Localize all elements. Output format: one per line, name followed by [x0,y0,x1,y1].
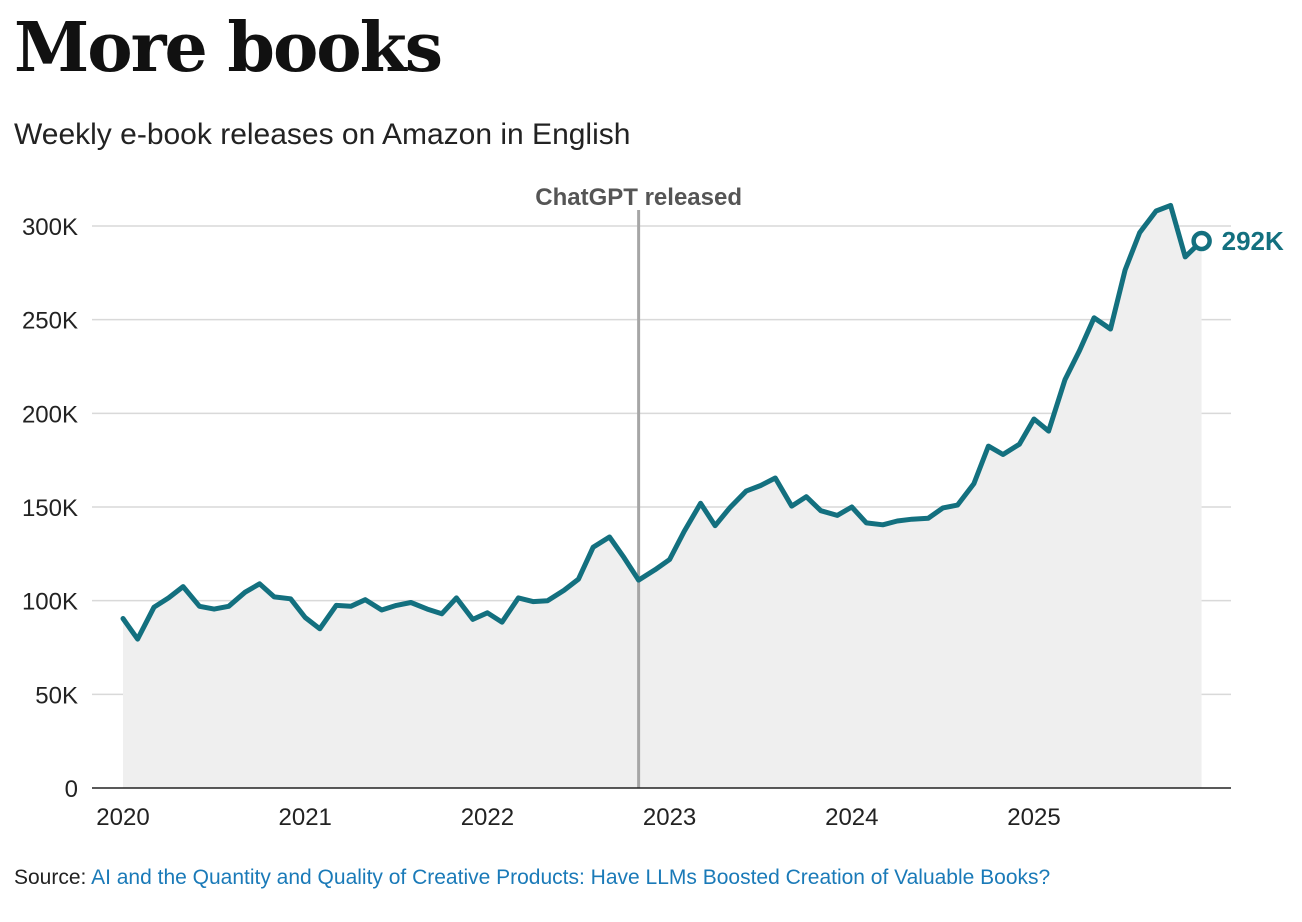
data-line [120,202,1205,642]
area-fill [123,205,1202,788]
chart-subtitle: Weekly e-book releases on Amazon in Engl… [14,118,631,151]
source-note: Source: AI and the Quantity and Quality … [14,866,1050,890]
x-tick-label: 2024 [825,804,878,831]
y-tick-label: 150K [22,495,78,522]
y-tick-label: 50K [35,682,78,709]
end-value-label: 292K [1222,226,1284,256]
source-link[interactable]: AI and the Quantity and Quality of Creat… [91,866,1051,889]
end-point-marker [1191,230,1212,252]
x-tick-label: 2022 [461,804,514,831]
source-prefix: Source: [14,866,92,889]
y-axis-labels: 0 50K 100K 150K 200K 250K 300K [22,214,78,803]
x-axis-labels: 2020 2021 2022 2023 2024 2025 [96,804,1060,831]
x-tick-label: 2020 [96,804,149,831]
x-tick-label: 2023 [643,804,696,831]
x-tick-label: 2021 [279,804,332,831]
y-tick-label: 0 [65,776,78,803]
chatgpt-release-label: ChatGPT released [535,184,742,211]
chart-title: More books [14,8,443,88]
y-tick-label: 100K [22,589,78,616]
y-tick-label: 200K [22,401,78,428]
y-tick-label: 300K [22,214,78,241]
x-tick-label: 2025 [1007,804,1060,831]
y-tick-label: 250K [22,308,78,335]
